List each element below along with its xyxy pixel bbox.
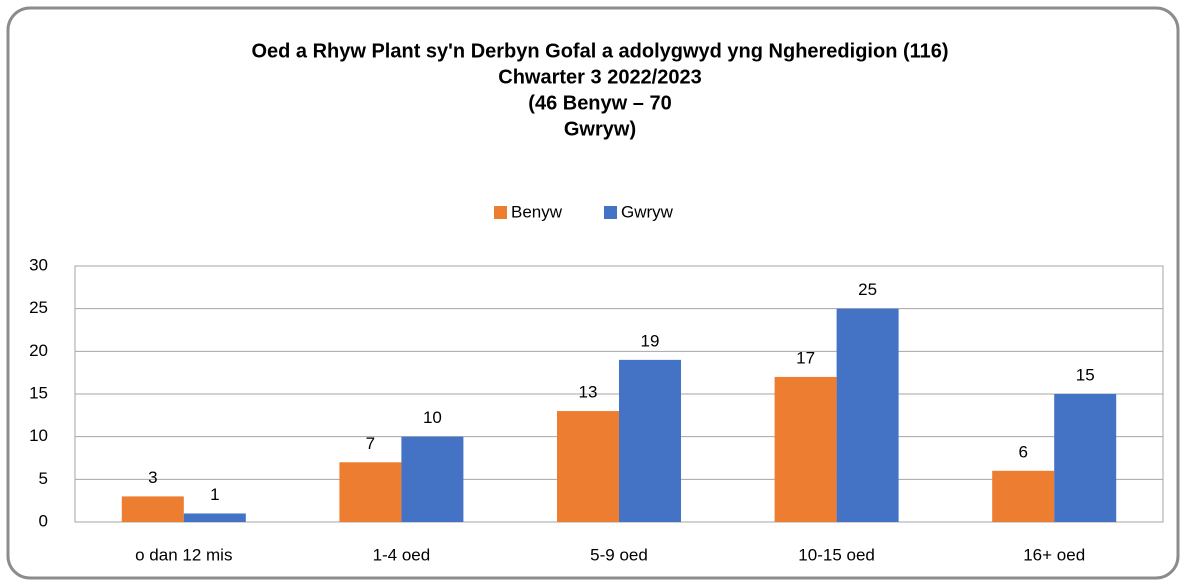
value-label: 7	[366, 434, 375, 453]
value-label: 19	[641, 331, 660, 350]
bar	[121, 496, 184, 522]
x-tick-label: 16+ oed	[1023, 545, 1085, 564]
legend-swatch	[604, 206, 617, 219]
x-tick-label: 10-15 oed	[798, 545, 875, 564]
y-tick-label: 5	[39, 469, 48, 488]
bar	[339, 462, 402, 522]
y-tick-label: 15	[29, 383, 48, 402]
x-tick-label: o dan 12 mis	[135, 545, 232, 564]
value-label: 13	[579, 383, 598, 402]
y-tick-label: 25	[29, 298, 48, 317]
bar	[401, 436, 464, 522]
legend-swatch	[494, 206, 507, 219]
chart-title: Gwryw)	[564, 118, 636, 140]
bar	[836, 308, 899, 522]
y-tick-label: 20	[29, 341, 48, 360]
chart-title: (46 Benyw – 70	[528, 92, 671, 114]
bar	[774, 376, 837, 522]
legend-label: Benyw	[511, 202, 563, 221]
x-tick-label: 1-4 oed	[373, 545, 431, 564]
chart-title: Oed a Rhyw Plant sy'n Derbyn Gofal a ado…	[251, 40, 948, 62]
value-label: 17	[796, 348, 815, 367]
y-tick-label: 30	[29, 255, 48, 274]
value-label: 15	[1076, 365, 1095, 384]
value-label: 25	[858, 280, 877, 299]
value-label: 10	[423, 408, 442, 427]
bar	[557, 411, 619, 522]
x-tick-label: 5-9 oed	[590, 545, 648, 564]
legend-label: Gwryw	[621, 202, 674, 221]
y-tick-label: 0	[39, 511, 48, 530]
bar	[1054, 394, 1117, 522]
value-label: 3	[148, 468, 157, 487]
chart-title: Chwarter 3 2022/2023	[498, 66, 701, 88]
bar	[992, 470, 1055, 522]
y-tick-label: 10	[29, 426, 48, 445]
bar	[183, 513, 246, 522]
bar	[619, 359, 681, 522]
value-label: 1	[210, 485, 219, 504]
value-label: 6	[1018, 442, 1027, 461]
